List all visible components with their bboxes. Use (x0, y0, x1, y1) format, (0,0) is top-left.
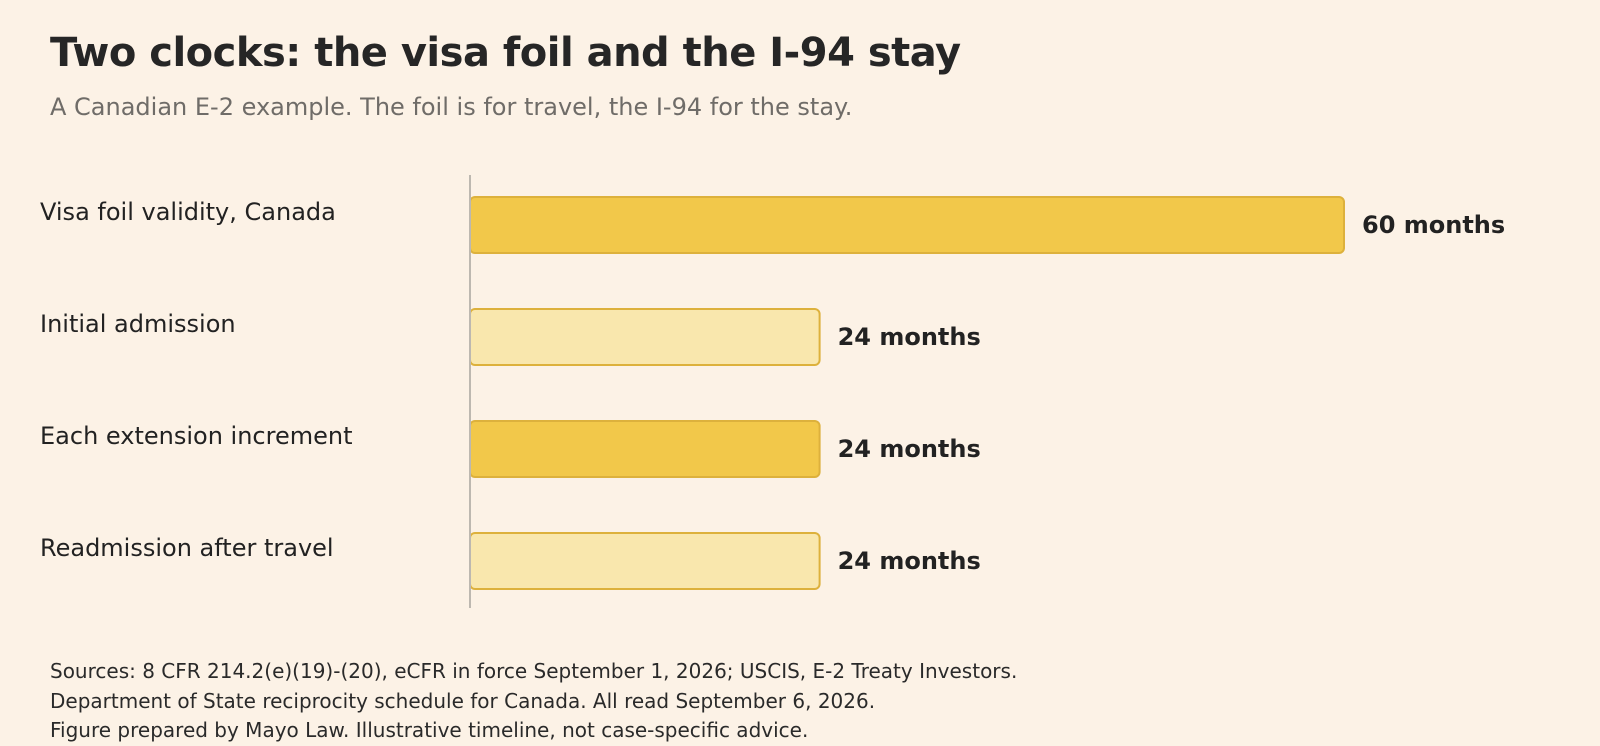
bar (469, 420, 821, 478)
value-label: 24 months (838, 435, 981, 463)
chart-subtitle: A Canadian E-2 example. The foil is for … (50, 93, 853, 121)
category-label: Initial admission (40, 310, 236, 338)
sources-footnote: Sources: 8 CFR 214.2(e)(19)-(20), eCFR i… (50, 657, 1017, 746)
value-label: 24 months (838, 323, 981, 351)
sources-line-3: Figure prepared by Mayo Law. Illustrativ… (50, 718, 809, 742)
category-label: Readmission after travel (40, 534, 334, 562)
category-label: Each extension increment (40, 422, 352, 450)
bar-chart: Visa foil validity, Canada 60 months Initi… (40, 175, 1505, 608)
chart-title: Two clocks: the visa foil and the I-94 s… (50, 30, 961, 76)
sources-line-1: Sources: 8 CFR 214.2(e)(19)-(20), eCFR i… (50, 659, 1018, 683)
sources-line-2: Department of State reciprocity schedule… (50, 688, 876, 713)
bar (469, 308, 821, 366)
category-label: Visa foil validity, Canada (40, 198, 336, 226)
value-label: 60 months (1362, 211, 1505, 239)
bar (469, 196, 1345, 254)
value-label: 24 months (838, 547, 981, 575)
bar (469, 532, 821, 590)
